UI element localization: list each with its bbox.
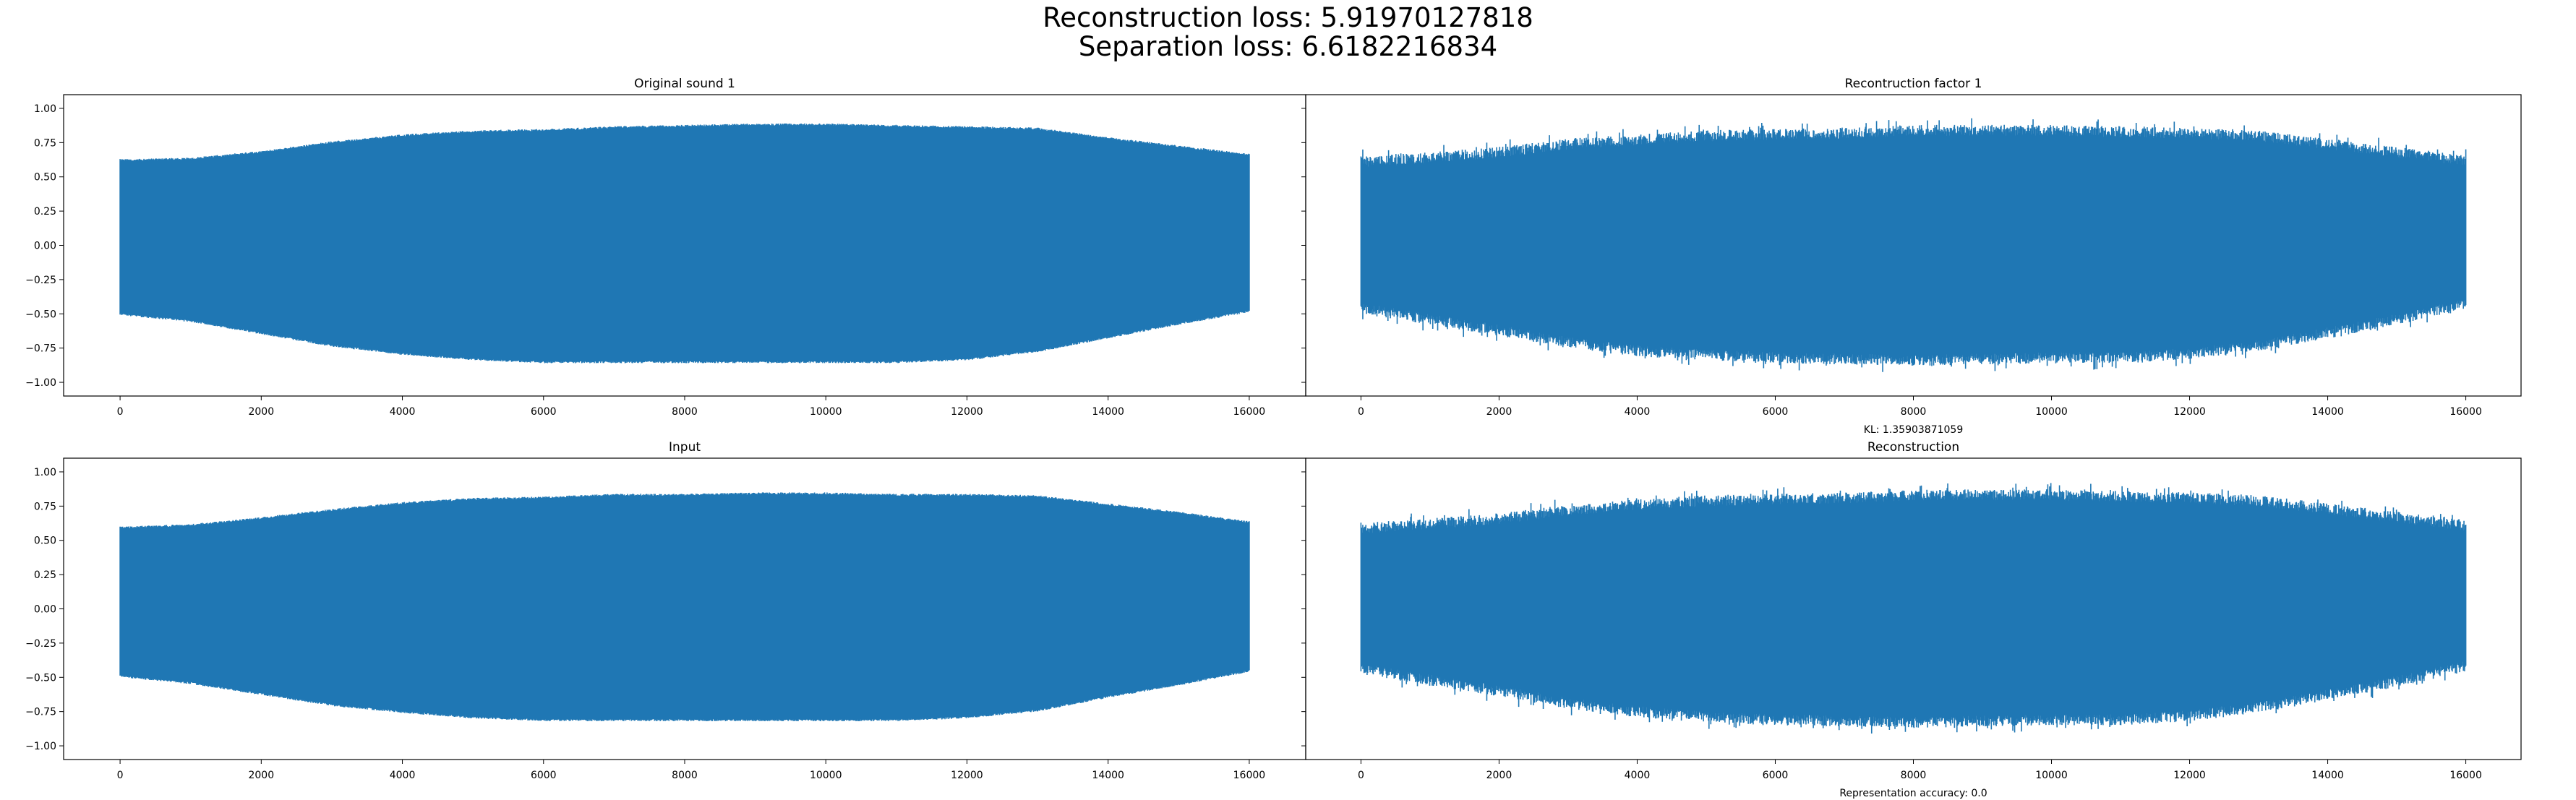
figure-suptitle-line2: Separation loss: 6.6182216834: [1078, 31, 1498, 62]
panel-title: Reconstruction: [1867, 440, 1959, 455]
x-tick-label: 10000: [810, 406, 842, 418]
x-tick-label: 4000: [390, 406, 416, 418]
x-tick-label: 14000: [1092, 406, 1124, 418]
x-tick-label: 2000: [248, 406, 274, 418]
y-tick-label: −0.75: [25, 707, 56, 718]
panel-title: Input: [669, 440, 701, 455]
y-tick-label: 0.75: [34, 501, 56, 512]
x-tick-label: 12000: [2173, 770, 2206, 781]
x-tick-label: 0: [1358, 770, 1364, 781]
y-tick-label: 0.00: [34, 604, 56, 616]
panel-title: Original sound 1: [634, 77, 735, 91]
y-tick-label: 0.50: [34, 172, 56, 184]
y-tick-label: 1.00: [34, 103, 56, 115]
x-tick-label: 10000: [2035, 770, 2068, 781]
y-tick-label: −0.75: [25, 343, 56, 355]
x-tick-label: 6000: [531, 770, 557, 781]
x-tick-label: 10000: [2035, 406, 2068, 418]
x-tick-label: 0: [117, 406, 124, 418]
waveform-series: [119, 123, 1250, 364]
x-tick-label: 2000: [1486, 770, 1512, 781]
x-tick-label: 2000: [248, 770, 274, 781]
x-tick-label: 4000: [1625, 406, 1651, 418]
y-tick-label: 0.25: [34, 206, 56, 218]
x-tick-label: 12000: [951, 770, 983, 781]
y-tick-label: −1.00: [25, 377, 56, 389]
x-tick-label: 12000: [951, 406, 983, 418]
x-tick-label: 4000: [1625, 770, 1651, 781]
y-tick-label: 1.00: [34, 467, 56, 478]
x-axis-label: Representation accuracy: 0.0: [1839, 788, 1987, 799]
y-tick-label: −1.00: [25, 741, 56, 752]
panel-title: Recontruction factor 1: [1845, 77, 1982, 91]
y-tick-label: −0.25: [25, 275, 56, 286]
waveform-series: [119, 492, 1250, 721]
y-tick-label: −0.50: [25, 672, 56, 684]
x-tick-label: 8000: [1901, 770, 1927, 781]
x-tick-label: 6000: [1763, 770, 1789, 781]
x-tick-label: 2000: [1486, 406, 1512, 418]
x-tick-label: 14000: [2311, 406, 2344, 418]
panel-reconstruction-factor: Recontruction factor 1 0 2000 4000 6000 8000 1…: [1301, 77, 2522, 436]
y-tick-label: 0.25: [34, 569, 56, 581]
x-tick-label: 14000: [1092, 770, 1124, 781]
x-tick-label: 16000: [2449, 770, 2482, 781]
waveform-series: [1360, 118, 2467, 372]
x-tick-label: 6000: [531, 406, 557, 418]
panel-input: Input 0 2000 4000 6000 8000 10000 12000 14000 160…: [25, 440, 1306, 781]
x-tick-label: 16000: [2449, 406, 2482, 418]
x-axis-label: KL: 1.35903871059: [1864, 424, 1963, 436]
waveform-series: [1360, 483, 2467, 734]
x-tick-label: 8000: [1901, 406, 1927, 418]
x-tick-label: 8000: [672, 406, 698, 418]
x-tick-label: 0: [117, 770, 124, 781]
x-tick-label: 14000: [2311, 770, 2344, 781]
y-tick-label: −0.25: [25, 638, 56, 650]
x-tick-label: 6000: [1763, 406, 1789, 418]
x-tick-label: 0: [1358, 406, 1364, 418]
figure-suptitle-line1: Reconstruction loss: 5.91970127818: [1043, 2, 1533, 33]
panel-original-sound: Original sound 1 0 2000 4000 6000 8000 10000 12…: [25, 77, 1306, 418]
y-tick-label: 0.00: [34, 241, 56, 252]
x-tick-label: 4000: [390, 770, 416, 781]
x-tick-label: 16000: [1233, 406, 1266, 418]
y-tick-label: −0.50: [25, 309, 56, 320]
x-tick-label: 8000: [672, 770, 698, 781]
x-tick-label: 16000: [1233, 770, 1266, 781]
x-tick-label: 10000: [810, 770, 842, 781]
y-tick-label: 0.50: [34, 536, 56, 547]
panel-reconstruction: Reconstruction 0 2000 4000 6000 8000 10000 1200…: [1301, 440, 2522, 799]
x-tick-label: 12000: [2173, 406, 2206, 418]
y-tick-label: 0.75: [34, 137, 56, 149]
